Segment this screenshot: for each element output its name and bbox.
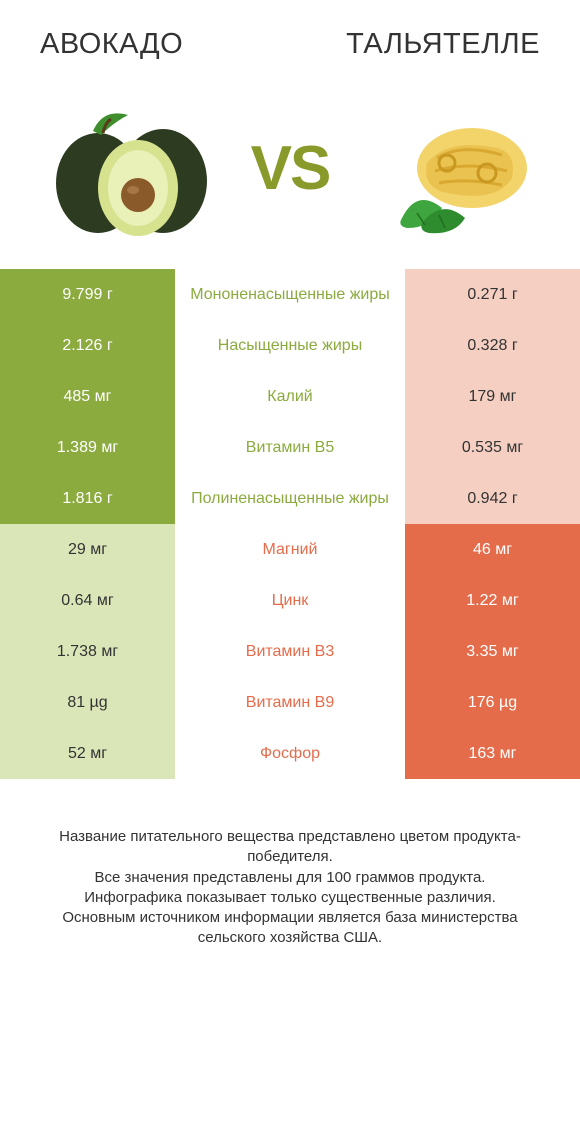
right-value: 3.35 мг [405, 626, 580, 677]
table-row: 9.799 гМононенасыщенные жиры0.271 г [0, 269, 580, 320]
table-row: 1.738 мгВитамин B33.35 мг [0, 626, 580, 677]
right-product-title: ТАЛЬЯТЕЛЛЕ [346, 28, 540, 61]
right-value: 0.328 г [405, 320, 580, 371]
vs-label: VS [251, 133, 330, 204]
left-value: 1.816 г [0, 473, 175, 524]
table-row: 52 мгФосфор163 мг [0, 728, 580, 779]
avocado-icon [43, 93, 233, 243]
footnote-line: Название питательного вещества представл… [28, 827, 552, 868]
nutrient-label: Витамин B9 [175, 677, 405, 728]
comparison-table: 9.799 гМононенасыщенные жиры0.271 г2.126… [0, 269, 580, 779]
left-value: 52 мг [0, 728, 175, 779]
right-value: 0.271 г [405, 269, 580, 320]
nutrient-label: Полиненасыщенные жиры [175, 473, 405, 524]
nutrient-label: Витамин B5 [175, 422, 405, 473]
right-value: 176 µg [405, 677, 580, 728]
left-product-title: АВОКАДО [40, 28, 183, 61]
footnote: Название питательного вещества представл… [0, 779, 580, 969]
left-value: 81 µg [0, 677, 175, 728]
footnote-line: Основным источником информации является … [28, 908, 552, 949]
tagliatelle-icon [347, 93, 537, 243]
table-row: 0.64 мгЦинк1.22 мг [0, 575, 580, 626]
right-value: 46 мг [405, 524, 580, 575]
footnote-line: Инфографика показывает только существенн… [28, 888, 552, 908]
table-row: 81 µgВитамин B9176 µg [0, 677, 580, 728]
right-value: 163 мг [405, 728, 580, 779]
table-row: 1.816 гПолиненасыщенные жиры0.942 г [0, 473, 580, 524]
nutrient-label: Фосфор [175, 728, 405, 779]
right-value: 0.942 г [405, 473, 580, 524]
hero-row: VS [0, 71, 580, 269]
table-row: 2.126 гНасыщенные жиры0.328 г [0, 320, 580, 371]
left-value: 0.64 мг [0, 575, 175, 626]
left-value: 2.126 г [0, 320, 175, 371]
table-row: 485 мгКалий179 мг [0, 371, 580, 422]
right-value: 0.535 мг [405, 422, 580, 473]
header: АВОКАДО ТАЛЬЯТЕЛЛЕ [0, 0, 580, 71]
left-value: 485 мг [0, 371, 175, 422]
nutrient-label: Цинк [175, 575, 405, 626]
left-value: 1.738 мг [0, 626, 175, 677]
right-value: 1.22 мг [405, 575, 580, 626]
nutrient-label: Магний [175, 524, 405, 575]
left-value: 29 мг [0, 524, 175, 575]
table-row: 1.389 мгВитамин B50.535 мг [0, 422, 580, 473]
table-row: 29 мгМагний46 мг [0, 524, 580, 575]
nutrient-label: Насыщенные жиры [175, 320, 405, 371]
footnote-line: Все значения представлены для 100 граммо… [28, 868, 552, 888]
nutrient-label: Витамин B3 [175, 626, 405, 677]
left-value: 1.389 мг [0, 422, 175, 473]
right-value: 179 мг [405, 371, 580, 422]
left-value: 9.799 г [0, 269, 175, 320]
nutrient-label: Мононенасыщенные жиры [175, 269, 405, 320]
nutrient-label: Калий [175, 371, 405, 422]
